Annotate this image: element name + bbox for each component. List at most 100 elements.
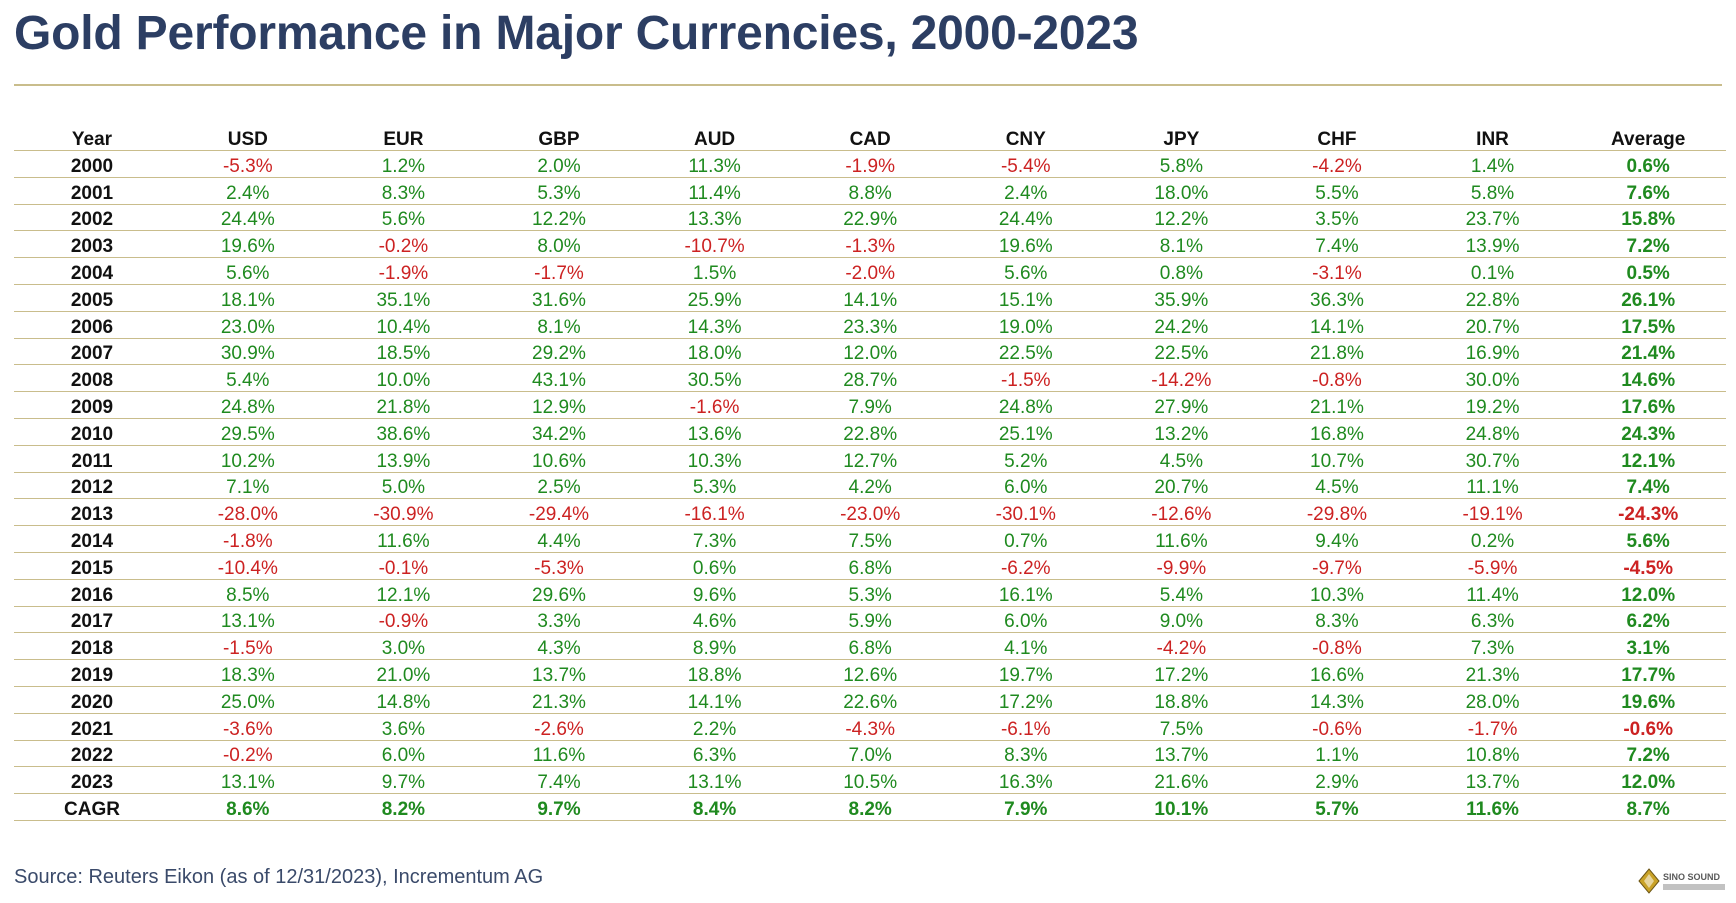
- value-cell-jpy: 11.6%: [1103, 525, 1260, 553]
- value-cell-aud: 2.2%: [636, 713, 793, 741]
- value-cell-jpy: 21.6%: [1103, 766, 1260, 795]
- value-cell-gbp: 12.2%: [481, 204, 637, 232]
- value-cell-cad: -1.9%: [792, 150, 948, 178]
- column-header-usd: USD: [170, 124, 326, 151]
- value-cell-chf: -9.7%: [1259, 552, 1415, 580]
- source-note: Source: Reuters Eikon (as of 12/31/2023)…: [14, 866, 544, 888]
- year-cell: 2013: [14, 498, 170, 527]
- value-cell-cad: 28.7%: [792, 364, 948, 393]
- average-cell: 12.0%: [1570, 766, 1726, 795]
- year-cell: 2022: [14, 740, 170, 768]
- title-divider: [14, 84, 1722, 86]
- value-cell-eur: 3.0%: [325, 632, 482, 661]
- value-cell-usd: -1.5%: [170, 632, 326, 661]
- value-cell-gbp: 21.3%: [481, 686, 637, 714]
- value-cell-cad: 6.8%: [792, 632, 948, 661]
- average-cell: 3.1%: [1570, 632, 1726, 661]
- year-cell: 2012: [14, 472, 170, 500]
- value-cell-cny: -30.1%: [947, 498, 1104, 527]
- average-cell: 24.3%: [1570, 418, 1726, 446]
- value-cell-usd: 18.3%: [170, 659, 326, 687]
- value-cell-gbp: 29.6%: [481, 579, 637, 607]
- average-cell: 7.2%: [1570, 230, 1726, 259]
- value-cell-chf: 36.3%: [1259, 284, 1415, 312]
- value-cell-inr: 0.1%: [1414, 257, 1571, 285]
- value-cell-aud: 0.6%: [636, 552, 793, 580]
- value-cell-aud: 14.1%: [636, 686, 793, 714]
- table-row: 2016 8.5% 12.1% 29.6% 9.6% 5.3% 16.1% 5.4% 10.3%…: [14, 579, 1726, 607]
- value-cell-usd: 8.6%: [170, 793, 326, 821]
- value-cell-eur: 11.6%: [325, 525, 482, 553]
- logo-diamond-icon: [1638, 868, 1660, 894]
- table-row: 2009 24.8% 21.8% 12.9% -1.6% 7.9% 24.8% 27.9% 21…: [14, 391, 1726, 419]
- value-cell-eur: -0.1%: [325, 552, 482, 580]
- value-cell-usd: 13.1%: [170, 766, 326, 795]
- value-cell-usd: 25.0%: [170, 686, 326, 714]
- value-cell-aud: 7.3%: [636, 525, 793, 553]
- value-cell-aud: 18.0%: [636, 338, 793, 366]
- value-cell-cad: 7.9%: [792, 391, 948, 419]
- value-cell-cad: 8.8%: [792, 177, 948, 205]
- value-cell-eur: 35.1%: [325, 284, 482, 312]
- value-cell-cny: -1.5%: [947, 364, 1104, 393]
- column-header-cad: CAD: [792, 124, 948, 151]
- value-cell-chf: 2.9%: [1259, 766, 1415, 795]
- value-cell-jpy: 24.2%: [1103, 311, 1260, 339]
- column-header-aud: AUD: [636, 124, 793, 151]
- column-header-jpy: JPY: [1103, 124, 1260, 151]
- value-cell-usd: 8.5%: [170, 579, 326, 607]
- value-cell-cny: 25.1%: [947, 418, 1104, 446]
- value-cell-cny: 0.7%: [947, 525, 1104, 553]
- value-cell-gbp: 29.2%: [481, 338, 637, 366]
- value-cell-inr: 11.1%: [1414, 472, 1571, 500]
- average-cell: 19.6%: [1570, 686, 1726, 714]
- value-cell-jpy: 12.2%: [1103, 204, 1260, 232]
- value-cell-eur: 10.4%: [325, 311, 482, 339]
- value-cell-cny: 16.1%: [947, 579, 1104, 607]
- gold-performance-table: Year USD EUR GBP AUD CAD CNY JPY CHF INR Average 2…: [14, 124, 1726, 821]
- value-cell-cny: -5.4%: [947, 150, 1104, 178]
- value-cell-inr: 22.8%: [1414, 284, 1571, 312]
- average-cell: 15.8%: [1570, 204, 1726, 232]
- value-cell-aud: 13.1%: [636, 766, 793, 795]
- value-cell-inr: 28.0%: [1414, 686, 1571, 714]
- table-row: 2013 -28.0% -30.9% -29.4% -16.1% -23.0% -30.1%…: [14, 498, 1726, 527]
- value-cell-eur: -30.9%: [325, 498, 482, 527]
- value-cell-chf: 4.5%: [1259, 472, 1415, 500]
- value-cell-cad: 12.6%: [792, 659, 948, 687]
- value-cell-cny: 24.4%: [947, 204, 1104, 232]
- table-row: 2003 19.6% -0.2% 8.0% -10.7% -1.3% 19.6% 8.1% 7.…: [14, 230, 1726, 259]
- year-cell: 2005: [14, 284, 170, 312]
- value-cell-usd: 2.4%: [170, 177, 326, 205]
- value-cell-inr: 30.0%: [1414, 364, 1571, 393]
- value-cell-aud: 13.3%: [636, 204, 793, 232]
- value-cell-chf: -0.8%: [1259, 632, 1415, 661]
- value-cell-cny: 17.2%: [947, 686, 1104, 714]
- value-cell-gbp: 12.9%: [481, 391, 637, 419]
- value-cell-eur: 1.2%: [325, 150, 482, 178]
- value-cell-inr: 11.4%: [1414, 579, 1571, 607]
- value-cell-aud: 9.6%: [636, 579, 793, 607]
- value-cell-cad: 12.7%: [792, 445, 948, 473]
- value-cell-eur: 38.6%: [325, 418, 482, 446]
- table-row: 2010 29.5% 38.6% 34.2% 13.6% 22.8% 25.1% 13.2% 1…: [14, 418, 1726, 446]
- year-cell: 2004: [14, 257, 170, 285]
- value-cell-gbp: 5.3%: [481, 177, 637, 205]
- year-cell: 2001: [14, 177, 170, 205]
- value-cell-aud: 11.3%: [636, 150, 793, 178]
- year-cell: 2000: [14, 150, 170, 178]
- table-row: 2001 2.4% 8.3% 5.3% 11.4% 8.8% 2.4% 18.0% 5.5% 5.…: [14, 177, 1726, 205]
- table-row: 2020 25.0% 14.8% 21.3% 14.1% 22.6% 17.2% 18.8% 1…: [14, 686, 1726, 714]
- value-cell-cad: 5.3%: [792, 579, 948, 607]
- average-cell: 12.1%: [1570, 445, 1726, 473]
- value-cell-chf: 10.7%: [1259, 445, 1415, 473]
- year-cell: 2016: [14, 579, 170, 607]
- value-cell-aud: -1.6%: [636, 391, 793, 419]
- value-cell-eur: 5.6%: [325, 204, 482, 232]
- value-cell-usd: 24.4%: [170, 204, 326, 232]
- value-cell-inr: 19.2%: [1414, 391, 1571, 419]
- value-cell-cad: 7.0%: [792, 740, 948, 768]
- average-cell: 5.6%: [1570, 525, 1726, 553]
- column-header-year: Year: [14, 124, 170, 151]
- value-cell-cny: 19.0%: [947, 311, 1104, 339]
